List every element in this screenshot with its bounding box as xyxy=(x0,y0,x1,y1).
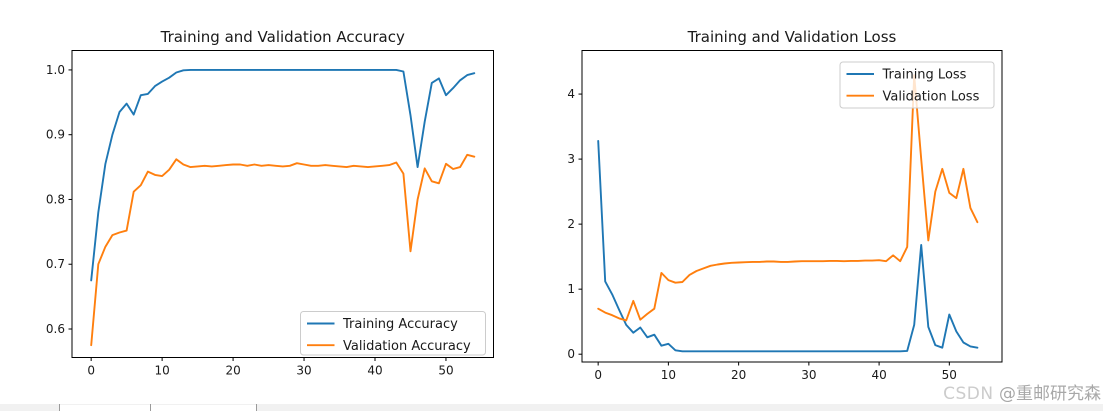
x-tick-label: 50 xyxy=(942,368,957,382)
bottom-bar xyxy=(0,404,1103,411)
y-tick-label: 0.6 xyxy=(46,322,65,336)
validation-loss-line xyxy=(597,74,979,322)
y-tick-label: 2 xyxy=(567,217,575,231)
y-tick-label: 0.8 xyxy=(46,192,65,206)
bottom-bar-separator xyxy=(59,404,60,411)
y-tick-label: 4 xyxy=(567,87,575,101)
x-tick-label: 0 xyxy=(594,368,602,382)
chart-training-and-validation-loss: 0 10 20 30 40 50 0 1 2 3 4 Training and Validation … xyxy=(567,28,1003,382)
validation-accuracy-line xyxy=(90,153,476,347)
x-tick-label: 30 xyxy=(296,364,311,378)
x-tick-label: 40 xyxy=(367,364,382,378)
validation-loss-legend-label: Validation Loss xyxy=(883,89,980,104)
bottom-bar-tab[interactable] xyxy=(60,405,256,411)
y-tick-label: 1 xyxy=(567,282,575,296)
validation-accuracy-legend-label: Validation Accuracy xyxy=(343,339,471,354)
training-loss-legend-label: Training Loss xyxy=(882,68,967,83)
legend-box xyxy=(300,311,486,356)
training-accuracy-legend-label: Training Accuracy xyxy=(342,317,458,332)
x-tick-label: 10 xyxy=(661,368,676,382)
y-tick-label: 1.0 xyxy=(46,63,65,77)
x-tick-label: 0 xyxy=(87,364,95,378)
chart-title: Training and Validation Loss xyxy=(687,28,897,46)
bottom-bar-separator xyxy=(150,404,151,411)
training-accuracy-line xyxy=(90,68,476,282)
chart-title: Training and Validation Accuracy xyxy=(160,28,405,46)
y-tick-label: 0.9 xyxy=(46,128,65,142)
bottom-bar-separator xyxy=(256,404,257,411)
plot-border xyxy=(71,50,494,358)
y-tick-label: 0 xyxy=(567,347,575,361)
chart-training-and-validation-accuracy: 0 10 20 30 40 50 0.6 0.7 0.8 0.9 1.0 Training and V… xyxy=(46,28,494,378)
x-tick-label: 30 xyxy=(801,368,816,382)
y-tick-label: 3 xyxy=(567,152,575,166)
plot-border xyxy=(581,50,1003,363)
x-tick-label: 20 xyxy=(225,364,240,378)
legend-box xyxy=(839,61,995,109)
x-tick-label: 20 xyxy=(731,368,746,382)
x-tick-label: 10 xyxy=(154,364,169,378)
x-tick-label: 50 xyxy=(438,364,453,378)
y-tick-label: 0.7 xyxy=(46,257,65,271)
x-tick-label: 40 xyxy=(871,368,886,382)
training-loss-line xyxy=(597,139,979,353)
